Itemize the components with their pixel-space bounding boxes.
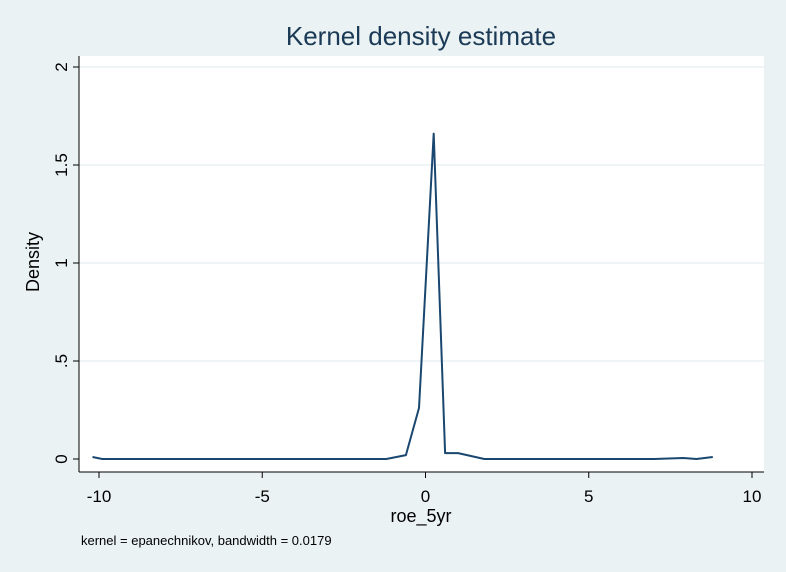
tick-labels: 0 .5 1 1.5 2 -10 -5 0 5 10 bbox=[52, 62, 761, 506]
axes bbox=[73, 56, 764, 478]
y-tick-label: 2 bbox=[52, 62, 71, 71]
y-tick-label: 1 bbox=[52, 258, 71, 267]
x-tick-label: -5 bbox=[255, 487, 270, 506]
y-axis-label: Density bbox=[23, 232, 43, 292]
kernel-note: kernel = epanechnikov, bandwidth = 0.017… bbox=[81, 533, 332, 548]
gridlines bbox=[79, 66, 764, 362]
y-tick-label: .5 bbox=[52, 354, 71, 368]
y-tick-label: 0 bbox=[52, 454, 71, 463]
y-tick-label: 1.5 bbox=[52, 153, 71, 177]
x-tick-label: -10 bbox=[87, 487, 112, 506]
density-line bbox=[92, 132, 713, 460]
x-axis-label: roe_5yr bbox=[390, 506, 451, 527]
chart-title: Kernel density estimate bbox=[286, 21, 556, 51]
x-tick-label: 0 bbox=[421, 487, 430, 506]
plot-area bbox=[79, 56, 764, 472]
x-tick-label: 10 bbox=[743, 487, 762, 506]
x-tick-label: 5 bbox=[584, 487, 593, 506]
